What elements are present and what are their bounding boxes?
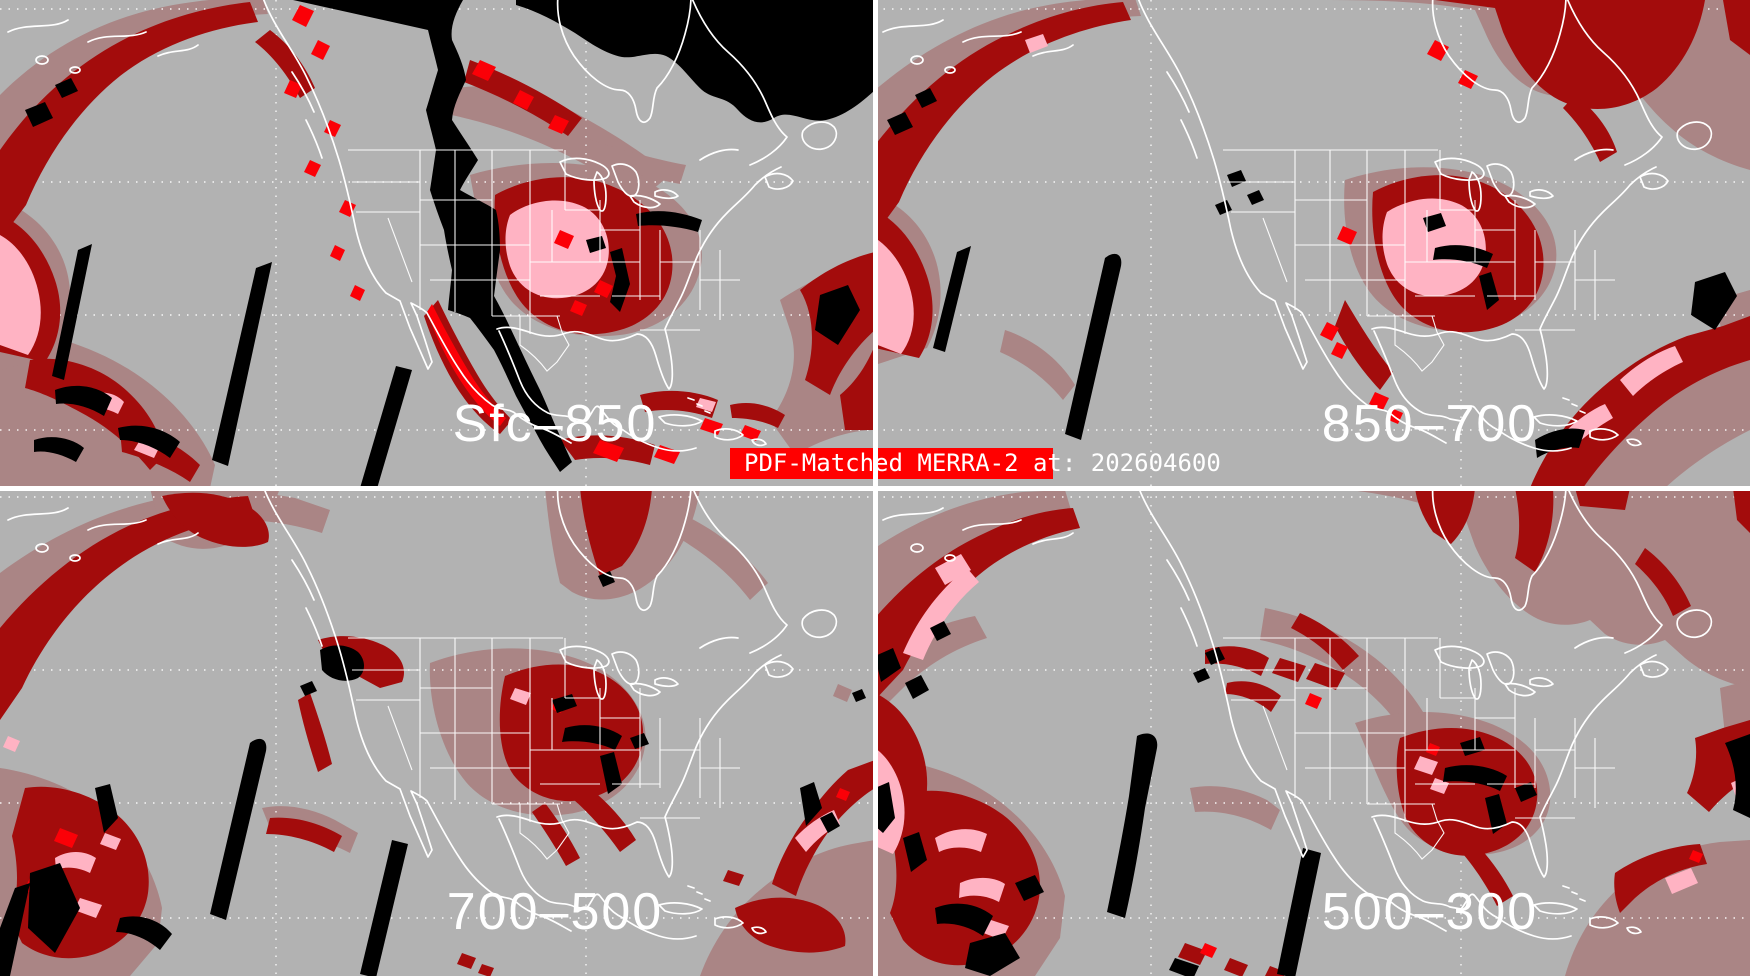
banner-text: PDF-Matched MERRA-2 at: 202604600 — [744, 449, 1221, 477]
panel-850-700: 850–700 — [875, 0, 1750, 488]
map-sfc-850 — [0, 0, 875, 488]
map-500-300 — [875, 488, 1750, 976]
panel-label-500-300: 500–300 — [1321, 883, 1539, 941]
map-700-500 — [0, 488, 875, 976]
panel-divider-horizontal — [0, 486, 1750, 491]
panel-label-700-500: 700–500 — [446, 883, 664, 941]
panel-500-300: 500–300 — [875, 488, 1750, 976]
panel-label-850-700: 850–700 — [1321, 395, 1539, 453]
banner-background — [730, 448, 1053, 479]
panel-label-sfc-850: Sfc–850 — [452, 395, 658, 453]
panel-700-500: 700–500 — [0, 488, 875, 976]
map-850-700 — [875, 0, 1750, 488]
panel-sfc-850: Sfc–850 — [0, 0, 875, 488]
